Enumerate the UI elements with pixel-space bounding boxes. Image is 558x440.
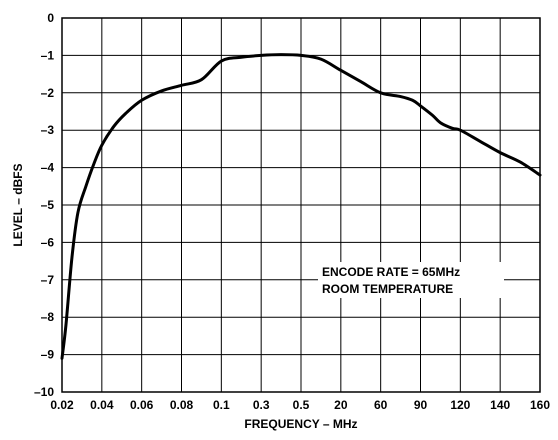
y-tick-label: 0 — [47, 11, 54, 25]
y-tick-label: –9 — [41, 348, 55, 362]
x-tick-label: 0.1 — [213, 398, 230, 412]
y-tick-label: –8 — [41, 310, 55, 324]
y-tick-label: –7 — [41, 273, 55, 287]
annotation-background — [318, 262, 504, 298]
y-tick-label: –2 — [41, 86, 55, 100]
x-tick-label: 0.08 — [170, 398, 194, 412]
grid — [62, 18, 540, 392]
x-tick-label: 140 — [490, 398, 510, 412]
y-tick-label: –6 — [41, 235, 55, 249]
x-tick-label: 60 — [374, 398, 388, 412]
x-tick-label: 0.06 — [130, 398, 154, 412]
x-tick-label: 0.02 — [50, 398, 74, 412]
annotation-line-2: ROOM TEMPERATURE — [322, 282, 453, 296]
y-tick-label: –10 — [34, 385, 54, 399]
y-tick-labels: 0 –1 –2 –3 –4 –5 –6 –7 –8 –9 –10 — [34, 11, 54, 399]
x-tick-label: 0.3 — [253, 398, 270, 412]
plot-frame — [61, 17, 541, 393]
y-axis-title: LEVEL – dBFS — [11, 163, 25, 246]
x-axis-title: FREQUENCY – MHz — [244, 417, 357, 431]
x-tick-label: 20 — [334, 398, 348, 412]
y-tick-label: –1 — [41, 48, 55, 62]
x-tick-label: 160 — [530, 398, 550, 412]
series-line — [60, 53, 542, 360]
x-tick-label: 0.04 — [90, 398, 114, 412]
y-tick-label: –3 — [41, 123, 55, 137]
y-tick-label: –5 — [41, 198, 55, 212]
x-tick-label: 90 — [414, 398, 428, 412]
x-tick-labels: 0.02 0.04 0.06 0.08 0.1 0.3 0.5 20 60 90 120 140 160 — [50, 398, 550, 412]
annotation-line-1: ENCODE RATE = 65MHz — [322, 265, 460, 279]
y-tick-label: –4 — [41, 161, 55, 175]
x-tick-label: 120 — [450, 398, 470, 412]
x-tick-label: 0.5 — [293, 398, 310, 412]
